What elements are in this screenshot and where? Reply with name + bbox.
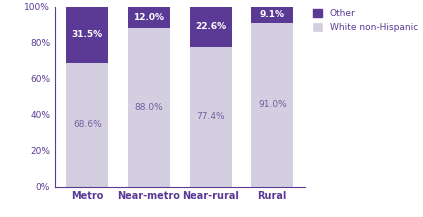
- Text: 22.6%: 22.6%: [195, 22, 226, 31]
- Text: 91.0%: 91.0%: [258, 100, 287, 109]
- Bar: [251, 6, 293, 23]
- Text: 31.5%: 31.5%: [72, 30, 103, 39]
- Bar: [66, 63, 108, 187]
- Text: 12.0%: 12.0%: [133, 13, 165, 22]
- Bar: [190, 7, 231, 47]
- Text: 77.4%: 77.4%: [196, 112, 225, 122]
- Bar: [66, 6, 108, 63]
- Bar: [128, 28, 170, 187]
- Bar: [190, 47, 231, 187]
- Text: 88.0%: 88.0%: [135, 103, 163, 112]
- Legend: Other, White non-Hispanic: Other, White non-Hispanic: [312, 7, 420, 34]
- Text: 68.6%: 68.6%: [73, 120, 102, 129]
- Text: 9.1%: 9.1%: [260, 10, 285, 19]
- Bar: [251, 23, 293, 187]
- Bar: [128, 7, 170, 28]
